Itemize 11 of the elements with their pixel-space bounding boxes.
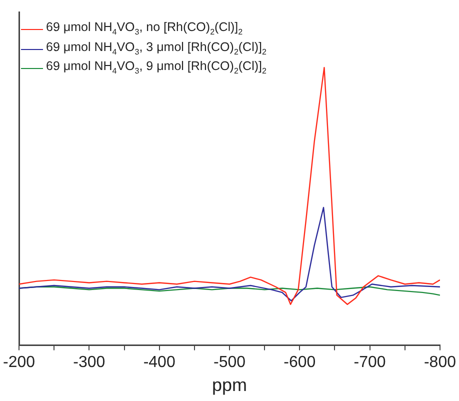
- x-tick-label: -500: [213, 354, 246, 372]
- x-tick-label: -300: [73, 354, 106, 372]
- x-tick-label: -600: [284, 354, 316, 372]
- x-tick-label: -200: [2, 354, 36, 372]
- x-axis-title: ppm: [212, 375, 248, 396]
- legend-label: 69 μmol NH$_{4}$VO$_{3}$, 3 μmol [Rh(CO)$_{2}$(Cl)]$_{2}$: [46, 40, 266, 58]
- legend-label: 69 μmol NH$_{4}$VO$_{3}$, 9 μmol [Rh(CO)$_{2}$(Cl)]$_{2}$: [46, 59, 266, 78]
- legend-label: 69 μmol NH$_{4}$VO$_{3}$, no [Rh(CO)$_{2}$(Cl)]$_{2}$: [46, 20, 243, 38]
- x-tick-label: -700: [354, 354, 386, 372]
- x-tick-label: -800: [424, 354, 456, 372]
- x-tick-label: -400: [143, 354, 176, 372]
